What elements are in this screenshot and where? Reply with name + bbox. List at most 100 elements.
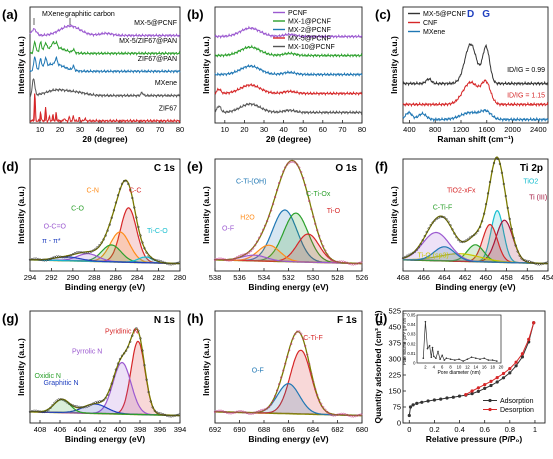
inset-x-tick-label: 20 [499, 365, 504, 370]
data-point [34, 257, 38, 260]
panel-label: (b) [187, 7, 204, 22]
data-point [322, 405, 325, 409]
data-point [55, 399, 58, 402]
panel-i: 0 0.2 0.4 0.6 0.8 1 Relative pressure (P/P₀) Qu… [373, 307, 546, 444]
data-point [312, 380, 315, 383]
data-point [435, 217, 438, 221]
inset-x-tick-label: 10 [457, 365, 462, 370]
data-point [328, 256, 331, 259]
data-point [110, 216, 113, 219]
inset-data-point [475, 357, 477, 360]
data-point [98, 400, 101, 403]
data-point [129, 340, 132, 343]
data-point [122, 352, 126, 355]
data-point [318, 398, 321, 402]
data-point [100, 241, 103, 244]
data-point [320, 402, 323, 405]
data-point [512, 236, 515, 240]
data-point [429, 224, 432, 227]
inset-data-point [487, 359, 490, 361]
data-point [312, 215, 315, 218]
series-label-mx-5-pcnf: MX-5@PCNF [134, 20, 177, 27]
inset-data-point [426, 347, 429, 350]
data-point [90, 250, 93, 253]
data-point [116, 194, 120, 197]
x-axis-label: Binding energy (eV) [248, 282, 328, 292]
x-tick-label: 286 [109, 273, 122, 282]
component-label-ti-c-o: Ti-C-O [147, 228, 168, 235]
data-point [243, 253, 247, 256]
data-point [300, 170, 303, 174]
data-point [284, 362, 287, 365]
x-tick-label: 686 [282, 425, 295, 434]
data-point [508, 217, 511, 221]
data-point [163, 261, 167, 264]
data-point [120, 354, 124, 357]
data-point [94, 401, 97, 404]
series-mx-10-pcnf [214, 102, 363, 116]
y-tick-label: 300 [388, 355, 401, 364]
data-point [241, 410, 245, 413]
data-point [114, 368, 118, 371]
component-label-c-o: C-O [71, 206, 84, 213]
component-label-tio2-xfx: TiO2-xFx [447, 188, 476, 195]
component-label-o-f: O-F [252, 368, 264, 375]
data-point [282, 170, 285, 173]
legend-label-desorption: Desorption [500, 407, 534, 414]
component-label-c-ti-ox: C-Ti-Ox [306, 191, 331, 198]
data-point [403, 255, 407, 259]
data-point [354, 262, 357, 266]
x-tick-label: 454 [542, 273, 553, 282]
data-point [482, 212, 486, 215]
data-point-adsorption [420, 400, 424, 404]
data-point [75, 405, 79, 408]
y-axis-label: Intensity (a.u.) [201, 338, 211, 396]
data-point [257, 236, 261, 239]
panel-title: O 1s [335, 163, 357, 174]
data-point [308, 199, 311, 203]
x-tick-label: 680 [356, 425, 369, 434]
data-point [92, 402, 95, 405]
data-point-adsorption [411, 403, 415, 407]
data-point [247, 251, 251, 254]
legend-label-pcnf: PCNF [288, 10, 307, 17]
data-point [358, 261, 361, 265]
panel-label: (h) [187, 311, 204, 326]
data-point [245, 252, 249, 255]
panel-d: 294 292 290 288 286 284 282 280 Binding energy (… [2, 158, 186, 292]
data-point [67, 402, 71, 405]
annotation-graphitic-carbon: graphitic carbon [65, 11, 115, 18]
data-point [127, 182, 130, 186]
data-point [178, 261, 181, 264]
x-tick-label: 288 [88, 273, 101, 282]
x-tick-label: 532 [282, 273, 295, 282]
inset-data-point [430, 356, 433, 359]
x-tick-label: 70 [156, 125, 164, 134]
y-tick-label: 75 [393, 403, 401, 412]
data-point [298, 166, 301, 169]
data-point [433, 219, 436, 222]
data-point [455, 236, 458, 239]
data-point-adsorption [476, 389, 480, 393]
component-fill-c-ti-ox [215, 213, 362, 264]
panel-f: 468 466 464 462 460 458 456 454 Binding energy (… [375, 156, 553, 292]
x-tick-label: 282 [152, 273, 165, 282]
series-pcnf [214, 25, 363, 40]
x-tick-label: 60 [319, 125, 327, 134]
inset-data-point [491, 359, 494, 361]
data-point [159, 260, 163, 263]
data-point [124, 349, 128, 352]
data-point [47, 258, 50, 261]
data-point [37, 257, 40, 261]
x-tick-label: 0 [407, 425, 411, 434]
data-point [73, 404, 77, 408]
component-label-o-c-o: O-C=O [44, 223, 67, 230]
data-point [233, 257, 237, 260]
x-tick-label: 402 [94, 425, 107, 434]
component-label-item: π - π* [42, 238, 61, 245]
data-point [334, 414, 337, 417]
data-point [288, 161, 291, 164]
x-tick-label: 400 [403, 125, 416, 134]
x-tick-label: 456 [521, 273, 534, 282]
data-point [294, 332, 297, 336]
